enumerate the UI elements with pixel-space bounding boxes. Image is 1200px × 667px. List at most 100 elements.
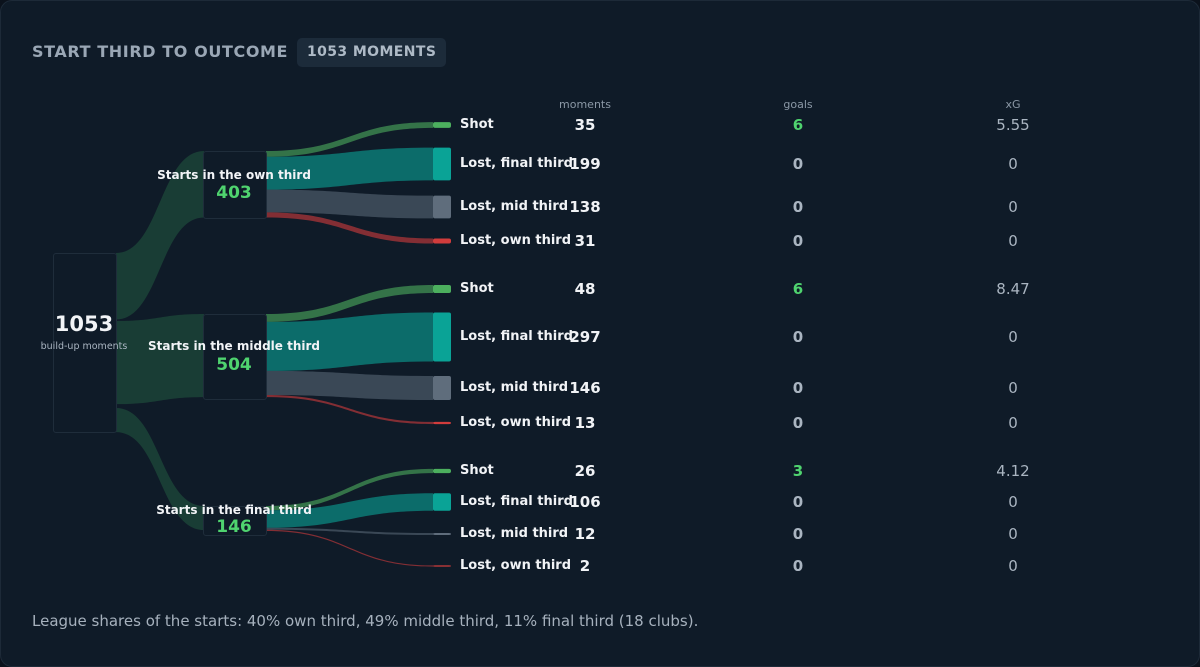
outcome-row: Lost, final third 297 0 0 xyxy=(1,326,1199,348)
outcome-moments: 48 xyxy=(574,280,596,298)
column-header-moments: moments xyxy=(559,98,611,111)
outcome-flow xyxy=(266,122,433,157)
start-node-middle-third xyxy=(203,314,267,400)
outcome-xg: 0 xyxy=(1008,379,1018,397)
outcome-label: Lost, mid third xyxy=(460,380,569,395)
outcome-bar xyxy=(433,565,451,567)
start-node-final-third xyxy=(203,506,267,536)
outcome-moments: 13 xyxy=(574,414,596,432)
outcome-bar xyxy=(433,285,451,293)
outcome-goals: 6 xyxy=(792,116,804,134)
outcome-goals: 0 xyxy=(792,328,804,346)
outcome-xg: 0 xyxy=(1008,414,1018,432)
outcome-flow xyxy=(266,147,433,190)
outcome-xg: 0 xyxy=(1008,525,1018,543)
root-node xyxy=(53,253,117,433)
outcome-xg: 0 xyxy=(1008,328,1018,346)
outcome-goals: 0 xyxy=(792,232,804,250)
outcome-flow xyxy=(266,529,433,567)
outcome-label: Lost, final third xyxy=(460,156,573,171)
root-flow-0 xyxy=(116,151,204,320)
outcome-moments: 146 xyxy=(569,379,601,397)
start-node-final-third-label: Starts in the final third xyxy=(156,503,312,517)
outcome-bar xyxy=(433,238,451,244)
start-node-own-third-value: 403 xyxy=(216,183,252,203)
outcome-xg: 0 xyxy=(1008,155,1018,173)
outcome-goals: 0 xyxy=(792,493,804,511)
root-flow-2 xyxy=(116,408,204,531)
outcome-goals: 3 xyxy=(792,462,804,480)
outcome-moments: 106 xyxy=(569,493,601,511)
footnote: League shares of the starts: 40% own thi… xyxy=(32,612,699,630)
outcome-goals: 0 xyxy=(792,525,804,543)
outcome-moments: 35 xyxy=(574,116,596,134)
outcome-xg: 5.55 xyxy=(996,116,1030,134)
outcome-goals: 0 xyxy=(792,557,804,575)
outcome-label: Lost, own third xyxy=(460,558,571,573)
card-title: START THIRD TO OUTCOME xyxy=(32,42,289,61)
outcome-row: Lost, own third 13 0 0 xyxy=(1,412,1199,434)
outcome-bar xyxy=(433,195,451,219)
outcome-bar xyxy=(433,122,451,128)
outcome-flow xyxy=(266,370,433,401)
outcome-xg: 0 xyxy=(1008,557,1018,575)
outcome-row: Lost, own third 31 0 0 xyxy=(1,230,1199,252)
outcome-flow xyxy=(266,312,433,371)
outcome-label: Lost, final third xyxy=(460,494,573,509)
outcome-bar xyxy=(433,375,451,401)
outcome-row: Lost, mid third 12 0 0 xyxy=(1,523,1199,545)
outcome-moments: 12 xyxy=(574,525,596,543)
outcome-bar xyxy=(433,147,451,181)
outcome-moments: 31 xyxy=(574,232,596,250)
outcome-row: Shot 35 6 5.55 xyxy=(1,114,1199,136)
outcome-goals: 0 xyxy=(792,155,804,173)
outcome-moments: 2 xyxy=(579,557,591,575)
outcome-goals: 6 xyxy=(792,280,804,298)
outcome-xg: 4.12 xyxy=(996,462,1030,480)
outcome-xg: 0 xyxy=(1008,198,1018,216)
outcome-goals: 0 xyxy=(792,379,804,397)
moments-count-badge: 1053 MOMENTS xyxy=(297,38,447,67)
outcome-label: Lost, own third xyxy=(460,233,571,248)
outcome-xg: 0 xyxy=(1008,232,1018,250)
start-node-middle-third-value: 504 xyxy=(216,355,252,375)
outcome-moments: 199 xyxy=(569,155,601,173)
start-node-middle-third-label: Starts in the middle third xyxy=(147,339,321,353)
outcome-flow xyxy=(266,468,433,511)
outcome-row: Shot 48 6 8.47 xyxy=(1,278,1199,300)
column-header-goals: goals xyxy=(783,98,813,111)
start-node-own-third xyxy=(203,151,267,219)
outcome-bar xyxy=(433,312,451,362)
outcome-label: Shot xyxy=(460,117,494,132)
outcome-goals: 0 xyxy=(792,198,804,216)
outcome-label: Lost, own third xyxy=(460,415,571,430)
outcome-row: Lost, final third 199 0 0 xyxy=(1,153,1199,175)
outcome-flow xyxy=(266,189,433,219)
outcome-flow xyxy=(266,212,433,244)
outcome-flow xyxy=(266,285,433,322)
root-node-label: build-up moments xyxy=(40,341,128,352)
outcome-goals: 0 xyxy=(792,414,804,432)
outcome-row: Lost, final third 106 0 0 xyxy=(1,491,1199,513)
outcome-row: Lost, mid third 146 0 0 xyxy=(1,377,1199,399)
outcome-moments: 297 xyxy=(569,328,601,346)
outcome-flow xyxy=(266,395,433,425)
outcome-label: Lost, final third xyxy=(460,329,573,344)
outcome-xg: 0 xyxy=(1008,493,1018,511)
outcome-row: Lost, mid third 138 0 0 xyxy=(1,196,1199,218)
outcome-row: Shot 26 3 4.12 xyxy=(1,460,1199,482)
start-node-final-third-value: 146 xyxy=(216,517,252,537)
outcome-label: Shot xyxy=(460,281,494,296)
root-node-value: 1053 xyxy=(54,312,114,336)
outcome-xg: 8.47 xyxy=(996,280,1030,298)
outcome-label: Shot xyxy=(460,463,494,478)
outcome-flow xyxy=(266,527,433,535)
start-node-own-third-label: Starts in the own third xyxy=(157,168,311,182)
outcome-label: Lost, mid third xyxy=(460,199,569,214)
outcome-bar xyxy=(433,421,451,425)
outcome-flow xyxy=(266,493,433,528)
outcome-row: Lost, own third 2 0 0 xyxy=(1,555,1199,577)
root-flow-1 xyxy=(116,314,204,405)
